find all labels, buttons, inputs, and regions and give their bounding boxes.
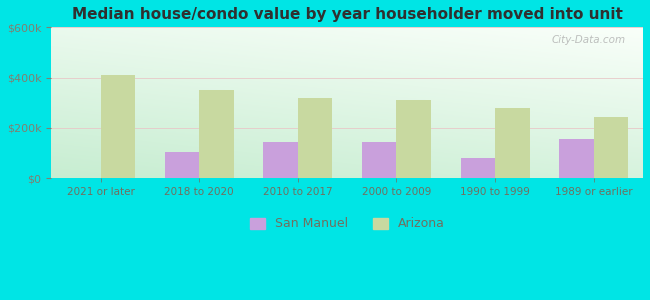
Bar xyxy=(559,139,593,178)
Bar xyxy=(164,152,200,178)
Bar xyxy=(362,142,396,178)
Bar xyxy=(593,117,629,178)
Bar xyxy=(396,100,431,178)
Legend: San Manuel, Arizona: San Manuel, Arizona xyxy=(244,212,450,236)
Bar xyxy=(263,142,298,178)
Bar xyxy=(298,98,332,178)
Bar xyxy=(461,158,495,178)
Title: Median house/condo value by year householder moved into unit: Median house/condo value by year househo… xyxy=(72,7,623,22)
Bar xyxy=(101,75,135,178)
Bar xyxy=(495,108,530,178)
Bar xyxy=(200,90,234,178)
Text: City-Data.com: City-Data.com xyxy=(551,35,625,45)
